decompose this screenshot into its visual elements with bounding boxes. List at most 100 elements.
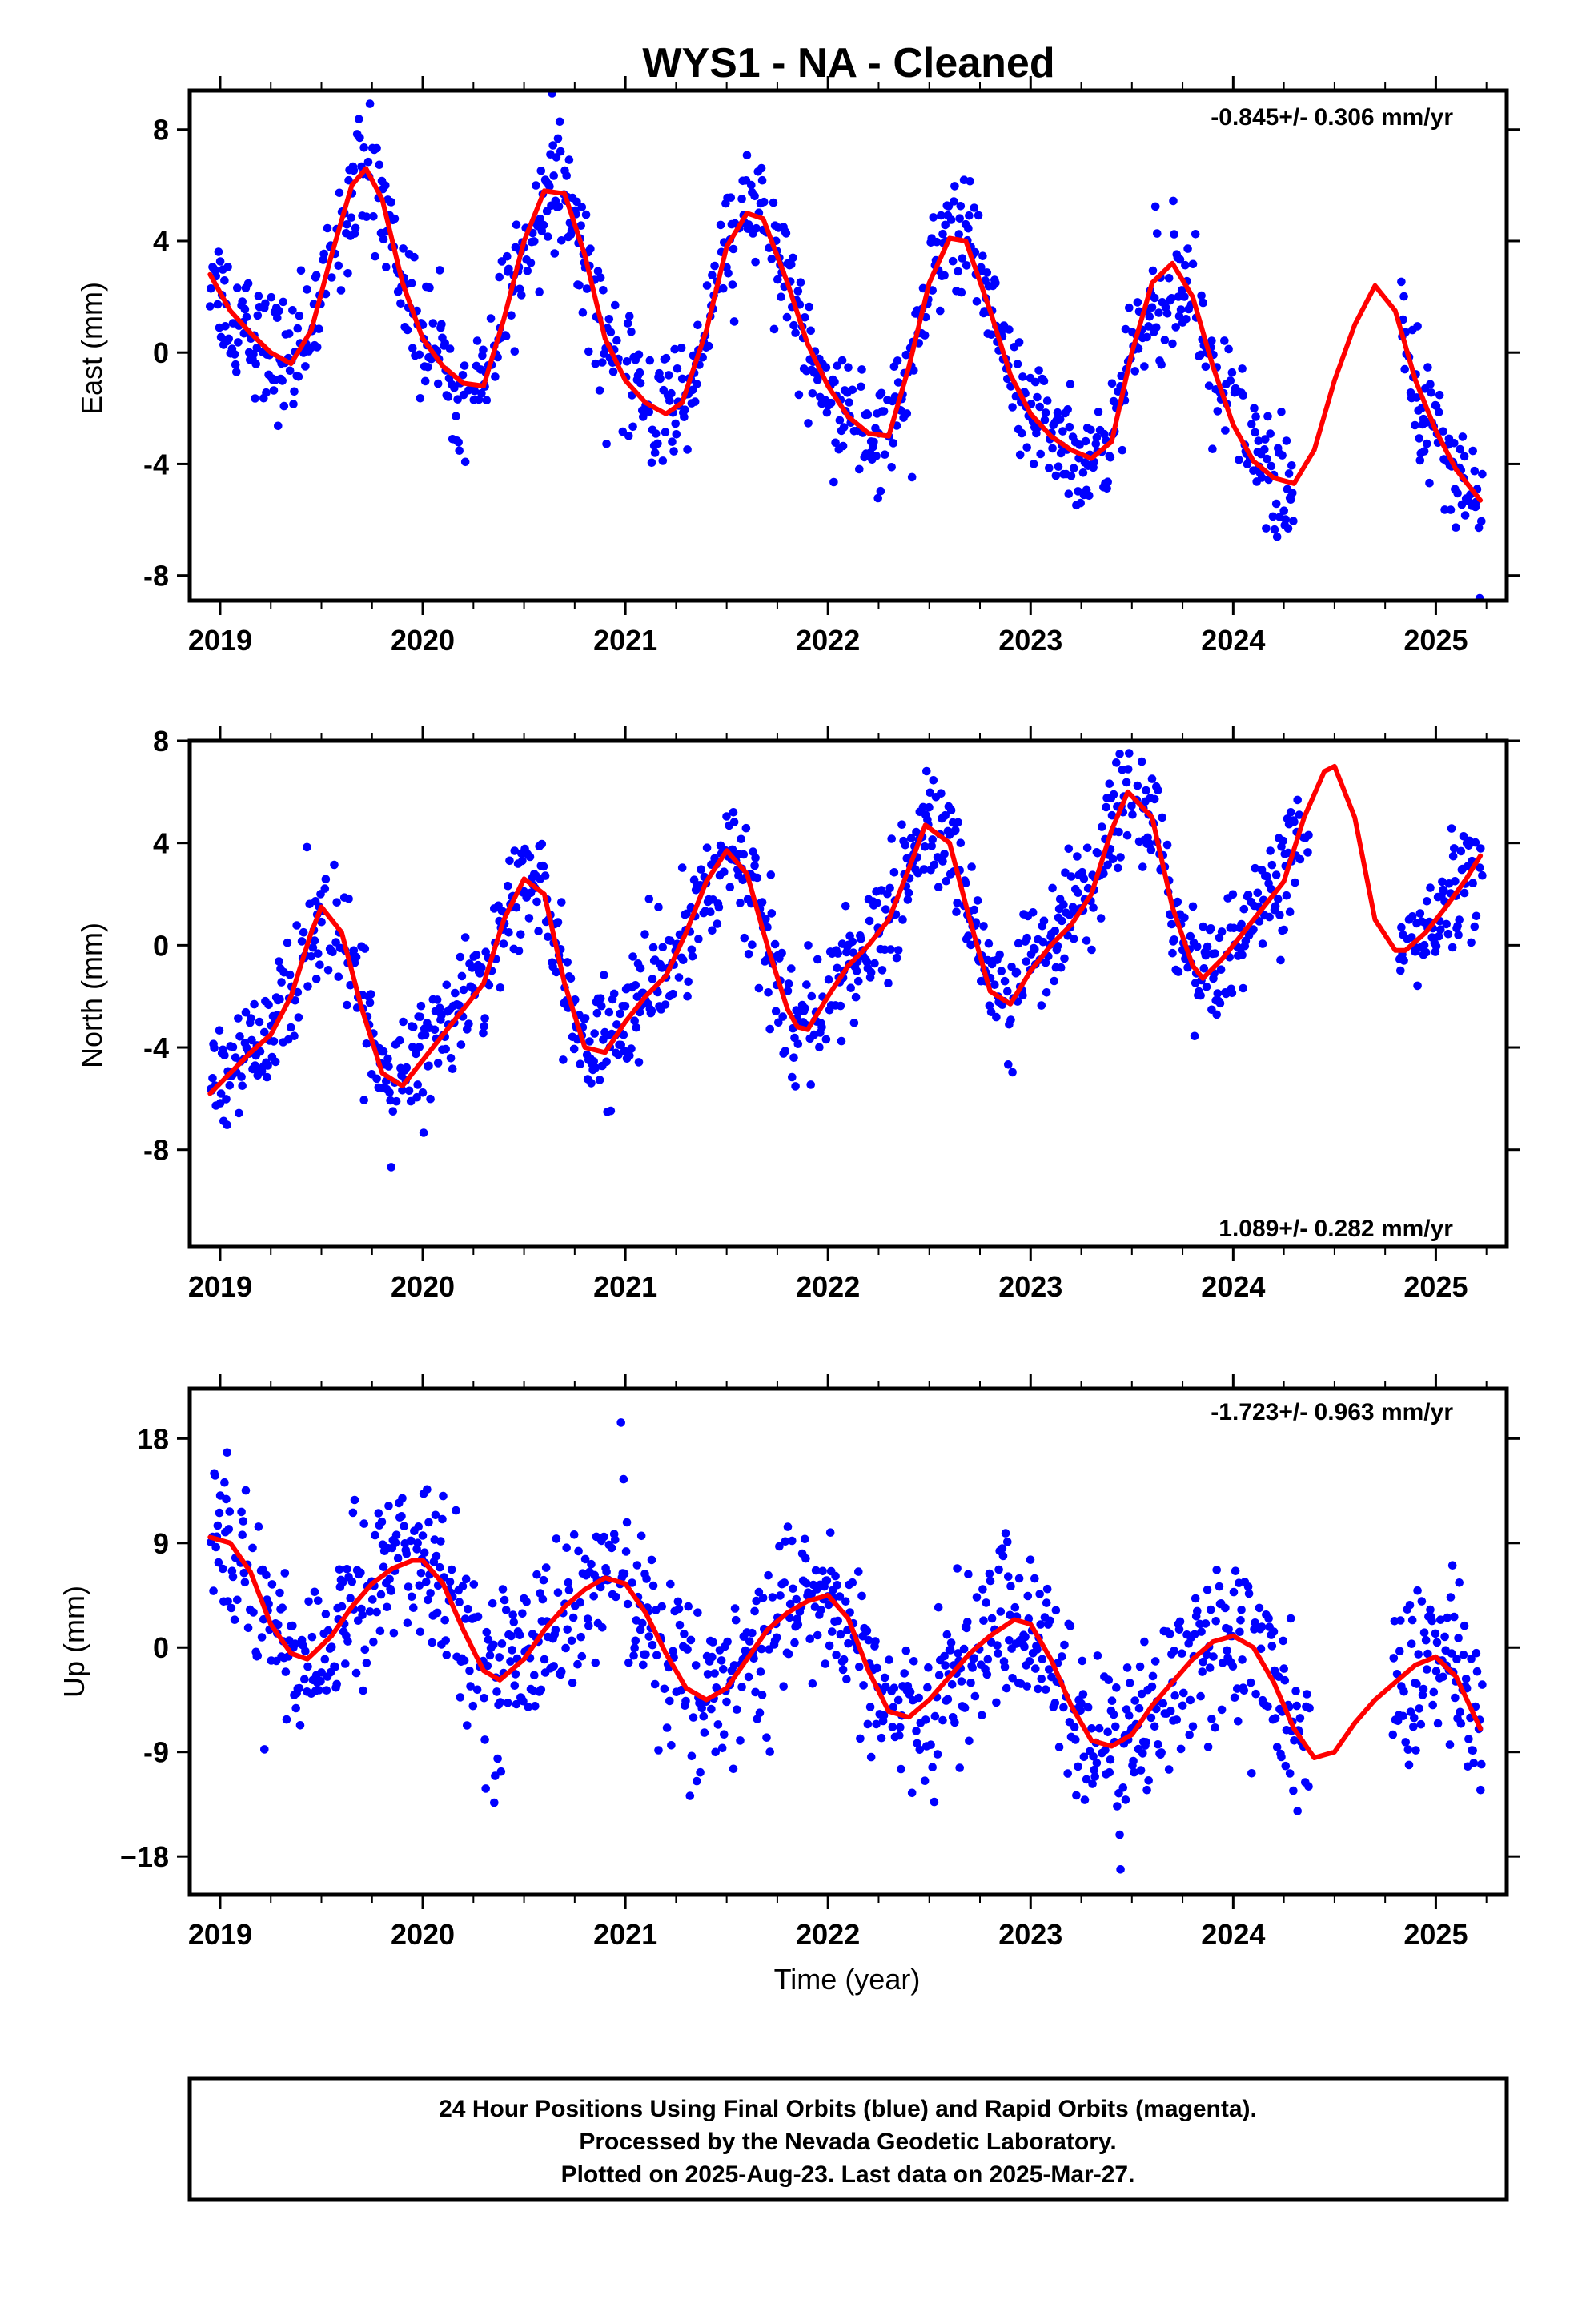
up-data-point [304,1597,313,1606]
up-data-point [415,1581,424,1590]
north-data-point [1267,860,1277,870]
up-data-point [1415,1704,1423,1713]
up-data-point [1478,1680,1487,1689]
north-y-tick-label: 4 [153,827,169,860]
east-data-point [639,412,648,421]
north-data-point [1478,870,1487,880]
east-data-point [661,353,671,363]
east-data-point [806,326,815,336]
east-data-point [232,368,241,376]
east-data-point [946,215,956,224]
up-data-point [733,1705,741,1714]
north-data-point [1196,991,1205,1000]
east-data-point [710,261,719,271]
east-data-point [1145,312,1154,321]
north-data-point [399,1017,408,1027]
north-data-point [682,909,691,919]
up-data-point [400,1522,409,1530]
up-data-point [1113,1802,1122,1811]
up-data-point [1263,1702,1272,1711]
up-data-point [1088,1779,1097,1788]
north-data-point [540,871,550,880]
north-data-point [833,949,842,958]
north-data-point [275,995,284,1003]
up-data-point [873,1663,881,1673]
north-data-point [294,1013,303,1022]
east-y-tick-label: 8 [153,114,169,147]
east-data-point [1279,506,1288,515]
up-data-point [1079,1752,1089,1762]
east-data-point [848,385,857,395]
east-data-point [932,237,942,247]
up-data-point [632,1561,642,1570]
north-data-point [903,895,913,904]
up-data-point [703,1670,713,1679]
up-data-point [1188,1722,1198,1731]
east-data-point [1474,523,1484,533]
north-data-point [320,884,330,893]
north-data-point [970,905,979,915]
north-data-point [234,1014,243,1023]
up-data-point [628,1578,636,1587]
east-data-point [618,427,628,436]
east-data-point [1453,489,1462,498]
up-data-point [693,1608,702,1617]
up-data-point [1221,1603,1230,1613]
east-data-point [1078,468,1088,477]
north-data-point [677,863,687,872]
up-data-point [498,1585,508,1594]
north-data-point [661,1000,670,1009]
east-data-point [1426,380,1435,389]
north-data-point [210,1043,219,1052]
east-data-point [1415,434,1423,443]
north-data-point [460,933,470,942]
up-data-point [1401,1738,1410,1747]
north-data-point [953,899,962,907]
east-data-point [555,117,564,127]
up-data-point [1030,1574,1039,1583]
east-data-point [444,392,453,401]
east-data-point [472,336,482,345]
up-data-point [683,1645,692,1654]
up-data-point [1125,1711,1134,1720]
up-data-point [1014,1574,1024,1583]
north-data-point [1467,938,1476,947]
north-data-point [1295,854,1305,864]
east-data-point [1400,364,1409,374]
up-data-point [1427,1616,1436,1626]
east-data-point [950,182,959,191]
up-data-point [480,1694,488,1703]
east-data-point [625,312,634,321]
north-data-point [1108,854,1118,864]
north-data-point [516,930,525,939]
up-data-point [1004,1572,1013,1581]
up-data-point [359,1519,369,1528]
east-data-point [510,347,520,356]
up-data-point [466,1682,475,1691]
up-data-point [965,1736,974,1746]
north-data-point [764,988,773,997]
up-data-point [1285,1769,1295,1778]
up-data-point [914,1693,923,1703]
east-data-point [893,356,902,365]
up-data-point [483,1661,492,1671]
north-data-point [1037,1001,1046,1010]
east-data-point [970,203,979,212]
up-data-point [589,1592,598,1601]
east-data-point [1220,336,1229,345]
north-data-point [1074,888,1082,898]
east-data-point [1460,511,1470,520]
up-y-tick-label: 9 [153,1527,169,1560]
up-data-point [801,1534,809,1544]
north-data-point [1471,838,1480,847]
east-data-point [978,251,987,261]
up-data-point [461,1574,471,1584]
east-data-point [214,247,223,256]
up-data-point [455,1598,464,1606]
north-data-point [344,894,353,903]
up-data-point [1217,1705,1227,1715]
north-x-tick-label: 2021 [593,1270,657,1303]
up-data-point [745,1637,754,1646]
north-data-point [518,856,527,866]
east-data-point [1162,309,1172,318]
